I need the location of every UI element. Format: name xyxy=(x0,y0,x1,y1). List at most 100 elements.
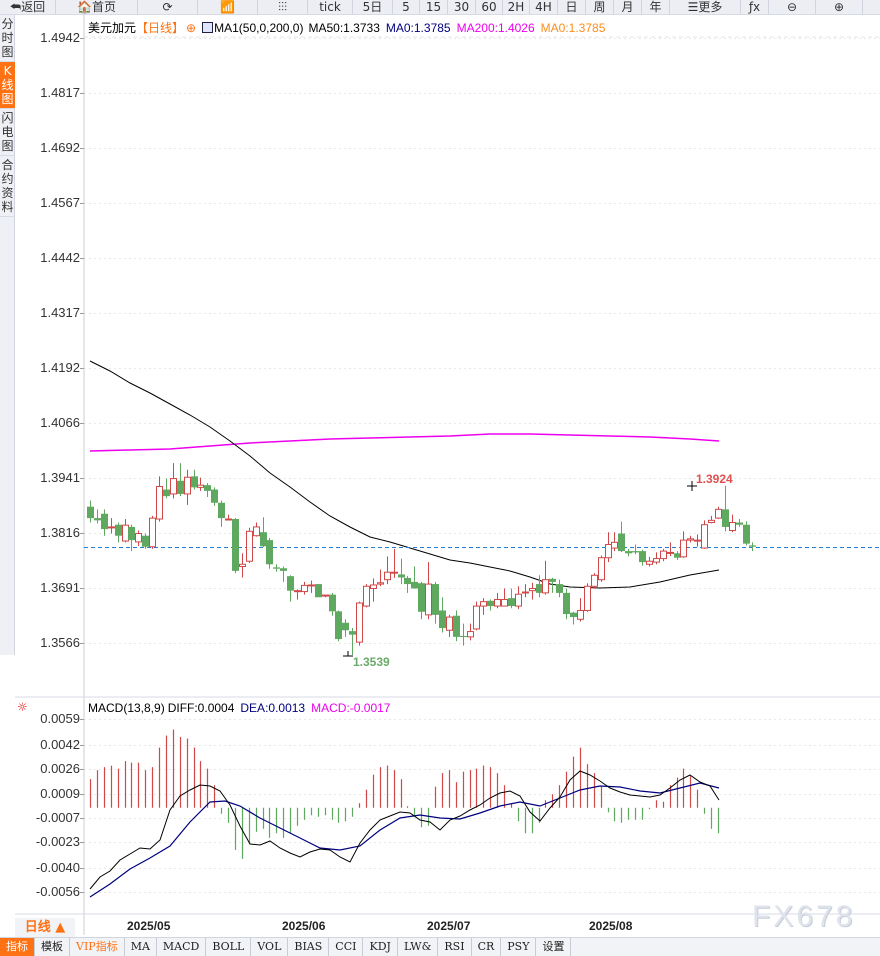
macd-tick-label: 0.0009 xyxy=(40,786,80,802)
toolbar-button-0[interactable]: ⮪返回 xyxy=(0,0,56,14)
price-tick-label: 1.4317 xyxy=(40,304,80,320)
low-price-annotation: 1.3539 xyxy=(353,655,390,669)
macd-tick-label: -0.0007 xyxy=(35,810,80,826)
toolbar-button-9[interactable]: 30 xyxy=(448,0,476,14)
indicator-tab-3[interactable]: MA xyxy=(125,938,157,956)
indicator-tab-2[interactable]: VIP指标 xyxy=(70,938,125,956)
indicator-tab-5[interactable]: BOLL xyxy=(206,938,252,956)
price-tick-label: 1.4567 xyxy=(40,194,80,210)
toolbar-button-12[interactable]: 4H xyxy=(530,0,558,14)
toolbar-button-11[interactable]: 2H xyxy=(503,0,530,14)
toolbar-button-16[interactable]: 年 xyxy=(642,0,670,14)
date-label: 2025/08 xyxy=(589,919,633,933)
toolbar-button-8[interactable]: 15 xyxy=(420,0,448,14)
price-tick-label: 1.3691 xyxy=(40,580,80,596)
toolbar-button-label: 月 xyxy=(621,0,634,14)
macd-tick-label: 0.0026 xyxy=(40,760,80,776)
toolbar-button-10[interactable]: 60 xyxy=(476,0,503,14)
toolbar-button-2[interactable]: ⟳ xyxy=(138,0,198,14)
price-tick-label: 1.4942 xyxy=(40,30,80,45)
indicator-tab-14[interactable]: 设置 xyxy=(536,938,572,956)
indicator-tab-1[interactable]: 模板 xyxy=(35,938,70,956)
toolbar-button-label: 年 xyxy=(649,0,662,14)
indicator-tab-4[interactable]: MACD xyxy=(157,938,207,956)
ma200-value: MA200:1.4026 xyxy=(456,21,535,35)
macd-legend: MACD(13,8,9) DIFF:0.0004 DEA:0.0013 MACD:-0… xyxy=(88,701,396,715)
toolbar-button-18[interactable]: ƒx xyxy=(741,0,769,14)
toolbar-button-1[interactable]: 🏠首页 xyxy=(56,0,138,14)
indicator-chart-icon[interactable] xyxy=(202,22,214,33)
indicator-tab-8[interactable]: CCI xyxy=(329,938,364,956)
macd-value: MACD:-0.0017 xyxy=(311,701,391,715)
indicator-tab-9[interactable]: KDJ xyxy=(363,938,398,956)
indicator-tab-0[interactable]: 指标 xyxy=(0,938,35,956)
ma50-value: MA50:1.3733 xyxy=(308,21,380,35)
toolbar-button-14[interactable]: 周 xyxy=(586,0,614,14)
indicator-tab-13[interactable]: PSY xyxy=(501,938,537,956)
macd-tick-label: 0.0042 xyxy=(40,736,80,752)
macd-tick-label: -0.0056 xyxy=(35,884,80,899)
indicator-tab-7[interactable]: BIAS xyxy=(288,938,330,956)
macd-title: MACD(13,8,9) xyxy=(88,701,165,715)
indicator-tab-10[interactable]: LW& xyxy=(398,938,439,956)
ma0-orange-value: MA0:1.3785 xyxy=(540,21,606,35)
price-tick-label: 1.4817 xyxy=(40,84,80,100)
toolbar-button-label: 4H xyxy=(535,0,552,14)
toolbar-button-label: ⟳ xyxy=(162,0,173,14)
macd-tick-label: -0.0040 xyxy=(35,859,80,875)
macd-tick-label: -0.0023 xyxy=(35,834,80,850)
toolbar-button-label: 5 xyxy=(402,0,410,14)
price-tick-label: 1.3566 xyxy=(40,635,80,650)
indicator-tab-12[interactable]: CR xyxy=(472,938,502,956)
toolbar-button-label: ƒx xyxy=(748,0,761,14)
indicator-tab-6[interactable]: VOL xyxy=(251,938,289,956)
top-toolbar: ⮪返回 🏠首页 ⟳ 📶 ⫶⫶⫶ tick 5日 5 15 30 60 2H 4H 日 周 月 年 ☰更多 ƒx ⊖ ⊕ xyxy=(0,0,880,15)
toolbar-button-label: 2H xyxy=(507,0,525,14)
toolbar-button-label: ⫶⫶⫶ xyxy=(277,0,287,14)
diff-value: DIFF:0.0004 xyxy=(167,701,235,715)
date-label: 2025/07 xyxy=(427,919,471,933)
toolbar-button-15[interactable]: 月 xyxy=(614,0,642,14)
dea-value: DEA:0.0013 xyxy=(240,701,306,715)
toolbar-button-label: ⊖ xyxy=(786,0,798,14)
toolbar-button-5[interactable]: tick xyxy=(308,0,353,14)
toolbar-button-19[interactable]: ⊖ xyxy=(769,0,816,14)
toolbar-button-label: 30 xyxy=(453,0,470,14)
ma-indicator-label[interactable]: MA1(50,0,200,0) xyxy=(214,21,304,35)
toolbar-button-6[interactable]: 5日 xyxy=(353,0,393,14)
toolbar-button-label: 🏠首页 xyxy=(77,0,116,14)
toolbar-button-7[interactable]: 5 xyxy=(393,0,420,14)
price-tick-label: 1.4692 xyxy=(40,139,80,155)
indicator-bar: 指标 模板 VIP指标 MA MACD BOLL VOL BIAS CCI KDJ LW& RSI CR… xyxy=(0,937,880,956)
target-icon[interactable]: ⊕ xyxy=(186,21,197,35)
macd-settings-icon[interactable]: ☼ xyxy=(17,700,28,714)
sidebar-tab-2[interactable]: 闪电图 xyxy=(0,109,15,156)
toolbar-button-3[interactable]: 📶 xyxy=(198,0,258,14)
sidebar-tab-0[interactable]: 分时图 xyxy=(0,15,15,62)
indicator-tab-11[interactable]: RSI xyxy=(438,938,472,956)
price-tick-label: 1.4066 xyxy=(40,415,80,431)
toolbar-button-label: 15 xyxy=(425,0,442,14)
price-tick-label: 1.4442 xyxy=(40,249,80,265)
toolbar-button-4[interactable]: ⫶⫶⫶ xyxy=(258,0,308,14)
toolbar-button-label: 5日 xyxy=(362,0,383,14)
high-price-annotation: 1.3924 xyxy=(696,472,733,486)
price-tick-label: 1.4192 xyxy=(40,359,80,375)
period-label[interactable]: 【日线】 xyxy=(136,21,185,35)
toolbar-button-label: 60 xyxy=(481,0,497,14)
macd-tick-label: 0.0059 xyxy=(40,711,80,726)
toolbar-button-13[interactable]: 日 xyxy=(558,0,586,14)
price-tick-label: 1.3941 xyxy=(40,470,80,486)
sidebar-tab-3[interactable]: 合约资料 xyxy=(0,156,15,217)
toolbar-button-17[interactable]: ☰更多 xyxy=(670,0,741,14)
toolbar-button-label: ⊕ xyxy=(833,0,845,14)
period-toggle-button[interactable]: 日线 ▲ xyxy=(15,918,75,937)
watermark: FX678 xyxy=(752,900,856,933)
toolbar-button-label: 周 xyxy=(593,0,606,14)
toolbar-button-20[interactable]: ⊕ xyxy=(816,0,863,14)
date-label: 2025/05 xyxy=(127,919,171,933)
toolbar-button-label: 📶 xyxy=(220,0,235,14)
